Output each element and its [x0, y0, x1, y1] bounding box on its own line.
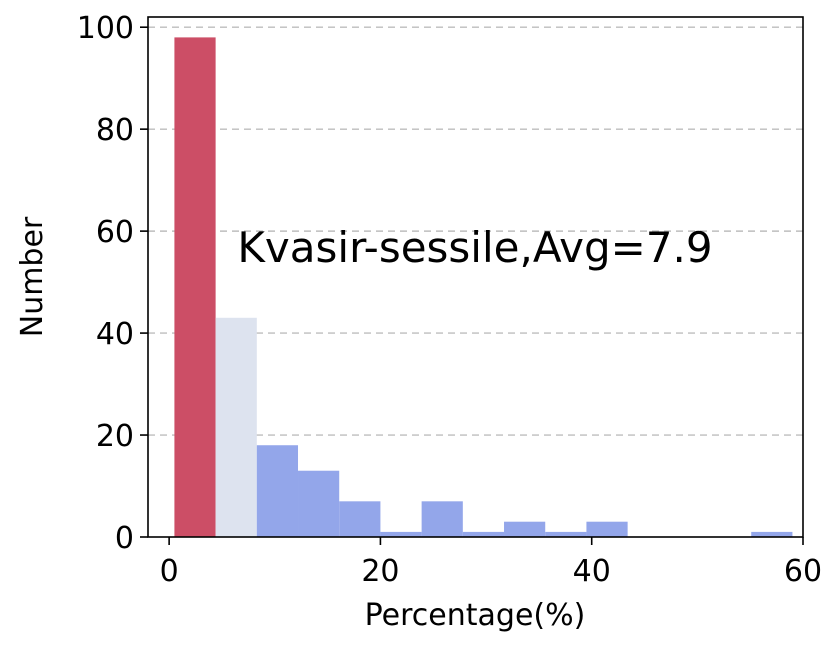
- y-axis-ticks: 0 20 40 60 80 100: [77, 11, 148, 556]
- histogram-bar-9: [545, 531, 587, 537]
- histogram-bar-10: [586, 521, 628, 537]
- y-tick-label-40: 40: [96, 317, 134, 352]
- plot-frame: [147, 16, 804, 538]
- grid-lines: [148, 26, 803, 436]
- x-tick-label-0: 0: [160, 554, 179, 589]
- histogram-bar-3: [298, 470, 340, 537]
- histogram-bar-1: [215, 317, 257, 537]
- histogram-bar-6: [421, 501, 463, 537]
- histogram-bar-0: [174, 37, 216, 538]
- histogram-bar-4: [339, 501, 381, 537]
- histogram-bar-14: [751, 531, 793, 537]
- bars-group: [174, 37, 793, 538]
- x-axis-ticks: 0 20 40 60: [160, 537, 822, 589]
- histogram-bar-5: [380, 531, 422, 537]
- y-tick-label-80: 80: [96, 113, 134, 148]
- y-tick-label-100: 100: [77, 11, 134, 46]
- histogram-bar-2: [256, 445, 299, 537]
- histogram-bar-7: [462, 531, 505, 537]
- y-axis-label: Number: [15, 216, 50, 337]
- x-tick-label-40: 40: [573, 554, 611, 589]
- x-tick-label-20: 20: [361, 554, 399, 589]
- x-tick-label-60: 60: [784, 554, 822, 589]
- y-tick-label-0: 0: [115, 521, 134, 556]
- y-tick-label-20: 20: [96, 419, 134, 454]
- y-tick-label-60: 60: [96, 215, 134, 250]
- x-axis-label: Percentage(%): [365, 598, 586, 633]
- histogram-bar-8: [504, 521, 546, 537]
- chart-annotation: Kvasir-sessile,Avg=7.9: [237, 223, 712, 272]
